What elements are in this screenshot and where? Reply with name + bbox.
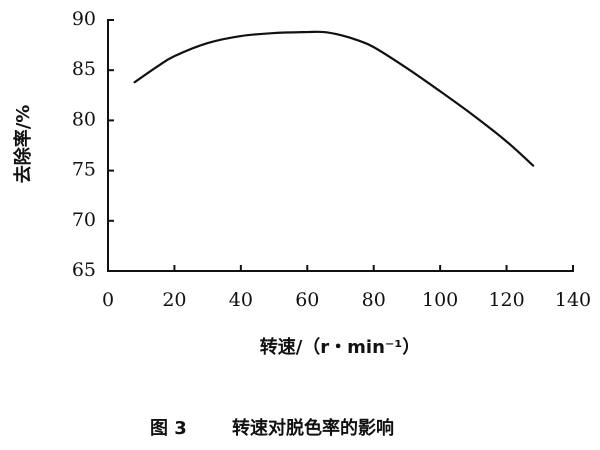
x-tick-label: 20 bbox=[162, 289, 186, 311]
y-tick-label: 80 bbox=[72, 108, 96, 130]
x-tick-label: 40 bbox=[229, 289, 253, 311]
figure-caption: 图 3 转速对脱色率的影响 bbox=[150, 417, 394, 439]
y-tick-label: 75 bbox=[72, 159, 96, 181]
y-tick-label: 70 bbox=[72, 209, 96, 231]
series-line bbox=[133, 30, 535, 167]
y-tick-label: 65 bbox=[72, 259, 96, 281]
plot-area: 65 70 75 80 85 90 0 20 40 60 80 100 120 140 bbox=[72, 8, 591, 311]
figure-number: 图 3 bbox=[150, 418, 187, 439]
x-axis-title: 转速/（r・min⁻¹） bbox=[260, 336, 421, 358]
x-tick-label: 100 bbox=[422, 289, 458, 311]
y-tick-label: 85 bbox=[72, 58, 96, 80]
figure-caption-title: 转速对脱色率的影响 bbox=[232, 417, 394, 439]
x-axis-ticks: 0 20 40 60 80 100 120 140 bbox=[102, 265, 591, 311]
x-tick-label: 60 bbox=[295, 289, 319, 311]
series-layer bbox=[133, 30, 535, 167]
x-tick-label: 0 bbox=[102, 289, 114, 311]
x-tick-label: 80 bbox=[362, 289, 386, 311]
y-axis-title: 去除率/% bbox=[12, 105, 34, 184]
x-tick-label: 140 bbox=[555, 289, 591, 311]
x-tick-label: 120 bbox=[488, 289, 524, 311]
y-axis-ticks: 65 70 75 80 85 90 bbox=[72, 8, 114, 281]
y-tick-label: 90 bbox=[72, 8, 96, 30]
